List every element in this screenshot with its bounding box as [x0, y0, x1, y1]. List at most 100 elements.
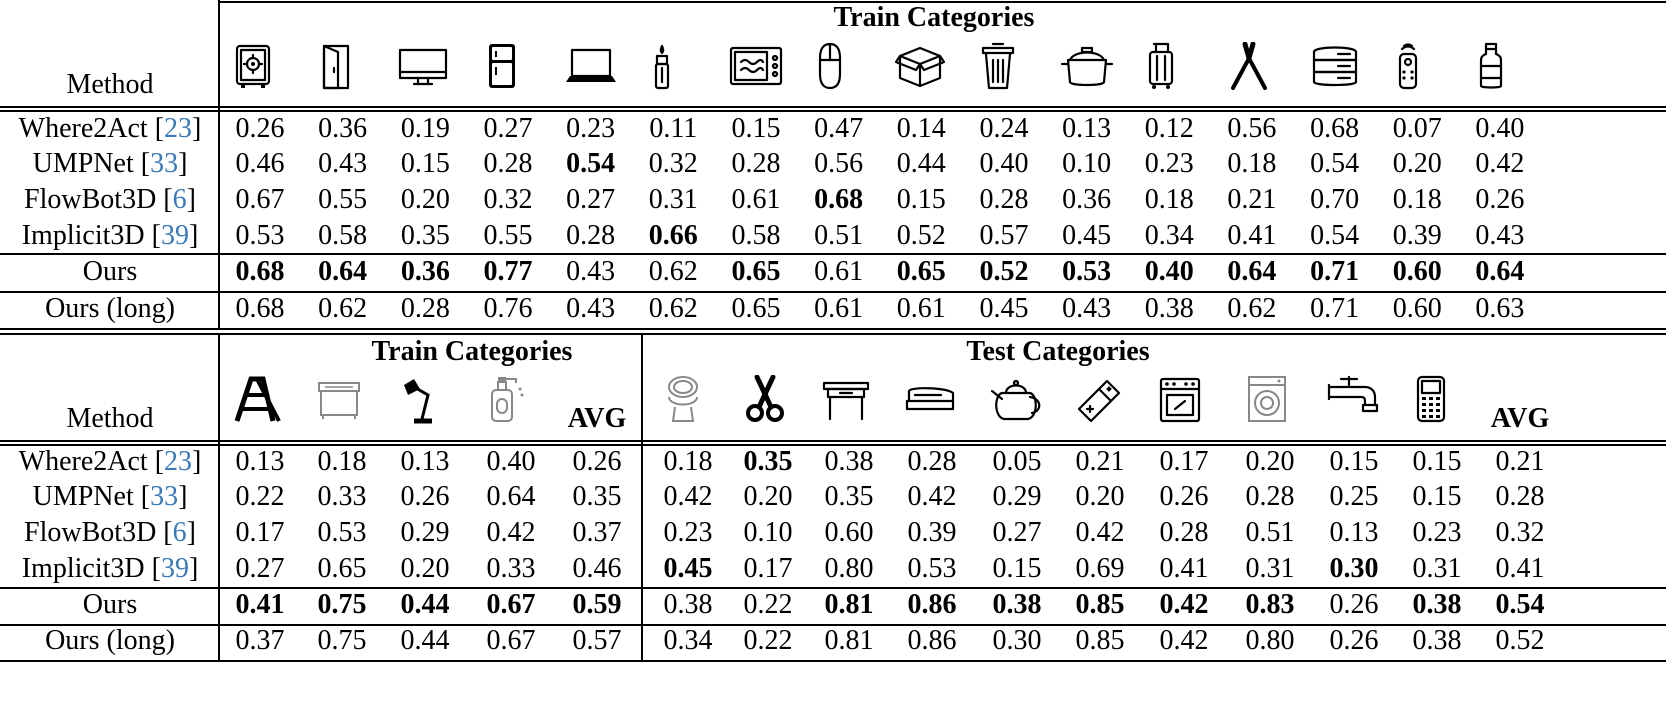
scissors-icon [741, 375, 795, 425]
bottom-value-cell: 0.23 [1412, 517, 1462, 548]
bottom-value-cell: 0.10 [743, 517, 793, 548]
bottom-method-0: Where2Act [23] [18, 446, 202, 477]
bottom-value-cell: 0.21 [1495, 446, 1545, 477]
top-train-categories-header: Train Categories [833, 2, 1035, 33]
bottom-value-cell: 0.20 [1245, 446, 1295, 477]
bottom-value-cell: 0.81 [824, 589, 874, 620]
tray-icon [315, 375, 369, 425]
door-icon [316, 42, 370, 92]
bottom-citation-link[interactable]: 33 [150, 481, 179, 512]
top-value-cell: 0.26 [235, 113, 285, 144]
top-value-cell: 0.18 [1144, 184, 1194, 215]
train-avg-header: AVG [567, 403, 627, 434]
bottom-long-rule [0, 624, 1666, 626]
storage-server-icon [1308, 42, 1362, 92]
bottom-value-cell: 0.31 [1412, 553, 1462, 584]
table-separator-rule-2 [0, 333, 1666, 335]
bottom-value-cell: 0.41 [235, 589, 285, 620]
bottom-value-cell: 0.65 [317, 553, 367, 584]
top-value-cell: 0.61 [814, 256, 864, 287]
bottom-value-cell: 0.42 [907, 481, 957, 512]
top-citation-link[interactable]: 23 [164, 113, 193, 144]
bottom-value-cell: 0.35 [824, 481, 874, 512]
monitor-icon [398, 42, 452, 92]
bottom-method-name: Ours (long) [45, 625, 175, 656]
top-value-cell: 0.28 [566, 220, 616, 251]
top-citation-link[interactable]: 33 [150, 148, 179, 179]
top-value-cell: 0.10 [1062, 148, 1112, 179]
bottom-value-cell: 0.30 [1329, 553, 1379, 584]
bottom-value-cell: 0.41 [1495, 553, 1545, 584]
top-value-cell: 0.11 [649, 113, 698, 144]
bottom-value-cell: 0.13 [400, 446, 450, 477]
bottom-value-cell: 0.35 [743, 446, 793, 477]
bottom-value-cell: 0.35 [572, 481, 622, 512]
bottom-citation-link[interactable]: 39 [160, 553, 189, 584]
stapler-icon [905, 375, 959, 425]
bottom-citation-link[interactable]: 6 [172, 517, 187, 548]
top-method-name: UMPNet [32, 148, 134, 179]
top-value-cell: 0.07 [1392, 113, 1442, 144]
bottom-value-cell: 0.44 [400, 625, 450, 656]
bottom-header-rule-1 [0, 440, 1666, 442]
bottom-value-cell: 0.13 [1329, 517, 1379, 548]
top-value-cell: 0.55 [483, 220, 533, 251]
bottom-value-cell: 0.53 [317, 517, 367, 548]
top-value-cell: 0.65 [896, 256, 946, 287]
top-method-5: Ours (long) [45, 295, 175, 323]
top-value-cell: 0.20 [400, 184, 450, 215]
top-method-name: Implicit3D [21, 220, 145, 251]
top-value-cell: 0.77 [483, 256, 533, 287]
bottom-citation-link[interactable]: 23 [164, 446, 193, 477]
top-value-cell: 0.45 [1062, 220, 1112, 251]
top-ours-rule [0, 253, 1666, 255]
top-citation-link[interactable]: 39 [160, 220, 189, 251]
top-value-cell: 0.32 [483, 184, 533, 215]
top-value-cell: 0.40 [1475, 113, 1525, 144]
bottom-value-cell: 0.20 [743, 481, 793, 512]
top-value-cell: 0.65 [731, 293, 781, 324]
remote-icon [1390, 42, 1444, 92]
bottom-value-cell: 0.29 [400, 517, 450, 548]
top-value-cell: 0.56 [814, 148, 864, 179]
top-value-cell: 0.67 [235, 184, 285, 215]
top-value-cell: 0.43 [1062, 293, 1112, 324]
top-value-cell: 0.39 [1392, 220, 1442, 251]
top-value-cell: 0.68 [1310, 113, 1360, 144]
bottom-value-cell: 0.15 [1329, 446, 1379, 477]
usb-icon [1073, 375, 1127, 425]
bottom-value-cell: 0.38 [663, 589, 713, 620]
top-value-cell: 0.76 [483, 293, 533, 324]
bottom-value-cell: 0.29 [992, 481, 1042, 512]
bottom-value-cell: 0.81 [824, 625, 874, 656]
top-value-cell: 0.40 [979, 148, 1029, 179]
bottom-value-cell: 0.17 [743, 553, 793, 584]
top-value-cell: 0.57 [979, 220, 1029, 251]
top-value-cell: 0.62 [648, 256, 698, 287]
top-value-cell: 0.43 [1475, 220, 1525, 251]
toilet-icon [661, 375, 715, 425]
top-citation-link[interactable]: 6 [172, 184, 187, 215]
bottom-border-line [0, 660, 1666, 662]
top-value-cell: 0.38 [1144, 293, 1194, 324]
bottom-method-divider [218, 333, 220, 661]
top-value-cell: 0.54 [1310, 220, 1360, 251]
pot-icon [1060, 42, 1114, 92]
top-value-cell: 0.54 [566, 148, 616, 179]
bottom-value-cell: 0.20 [400, 553, 450, 584]
bottom-value-cell: 0.42 [663, 481, 713, 512]
bottom-header-rule-2 [0, 444, 1666, 446]
table-icon [822, 375, 876, 425]
bottom-value-cell: 0.51 [1245, 517, 1295, 548]
top-border-line [220, 1, 1666, 3]
bottle-icon [1473, 42, 1527, 92]
bottom-value-cell: 0.46 [572, 553, 622, 584]
bottom-value-cell: 0.17 [235, 517, 285, 548]
top-value-cell: 0.23 [1144, 148, 1194, 179]
bottom-value-cell: 0.30 [992, 625, 1042, 656]
top-method-header: Method [66, 69, 154, 100]
top-value-cell: 0.44 [896, 148, 946, 179]
top-value-cell: 0.23 [566, 113, 616, 144]
top-method-name: Where2Act [18, 113, 148, 144]
